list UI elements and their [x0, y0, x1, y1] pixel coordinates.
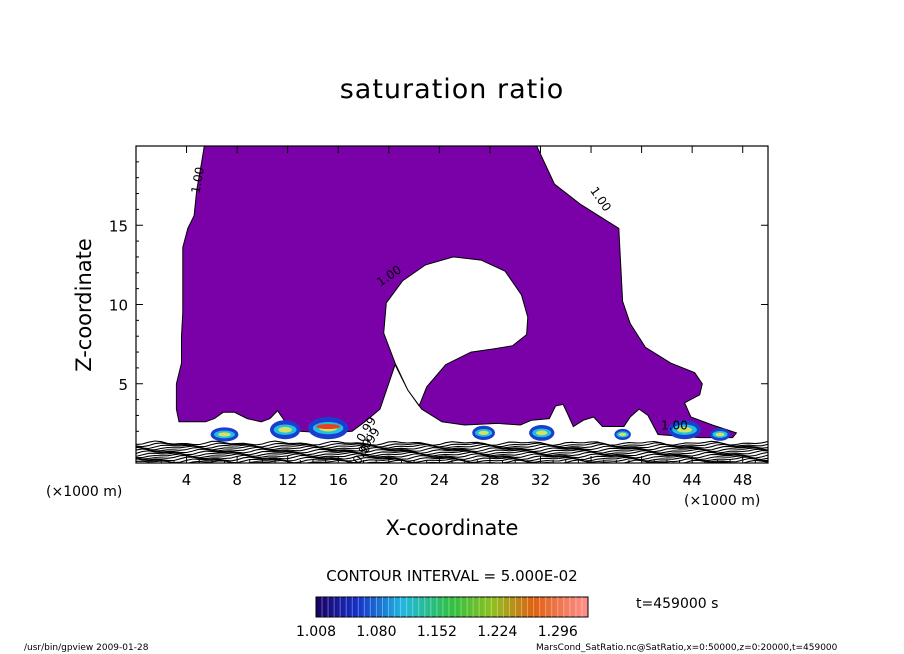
contour-line	[136, 443, 768, 450]
contour-line	[136, 448, 768, 454]
x-unit-label-left: (×1000 m)	[46, 484, 123, 500]
x-tick-label: 12	[278, 471, 297, 489]
contour-line	[136, 457, 768, 463]
supersaturation-peak	[536, 430, 548, 436]
contour-line	[136, 440, 768, 446]
colorbar-tick-label: 1.224	[477, 624, 517, 640]
contour-interval-label: CONTOUR INTERVAL = 5.000E-02	[326, 567, 578, 585]
supersaturation-peak	[715, 432, 725, 437]
x-tick-label: 44	[683, 471, 702, 489]
y-tick-label: 10	[109, 297, 128, 315]
x-tick-label: 16	[329, 471, 348, 489]
x-tick-label: 24	[430, 471, 449, 489]
footer-command: /usr/bin/gpview 2009-01-28	[24, 643, 149, 653]
x-tick-label: 40	[632, 471, 651, 489]
contour-line	[136, 449, 768, 456]
x-tick-label: 8	[232, 471, 242, 489]
chart-title: saturation ratio	[339, 74, 565, 105]
max-saturation-cell	[316, 424, 341, 430]
supersaturation-peak	[218, 432, 231, 437]
x-tick-label: 48	[733, 471, 752, 489]
x-tick-label: 28	[480, 471, 499, 489]
supersaturation-peak	[278, 426, 292, 433]
x-tick-label: 4	[182, 471, 192, 489]
colorbar-tick-label: 1.296	[538, 624, 578, 640]
x-unit-label-right: (×1000 m)	[684, 493, 761, 509]
x-tick-label: 32	[531, 471, 550, 489]
contour-line	[136, 446, 768, 453]
contour-value-label: 1.00	[587, 184, 614, 214]
saturated-region	[175, 146, 738, 439]
contour-value-label: 1.00	[661, 419, 688, 433]
footer-source: MarsCond_SatRatio.nc@SatRatio,x=0:50000,…	[536, 643, 838, 653]
x-tick-label: 20	[379, 471, 398, 489]
supersaturation-peak	[677, 426, 692, 433]
time-label: t=459000 s	[636, 596, 719, 612]
x-axis-label: X-coordinate	[385, 516, 519, 540]
y-tick-label: 5	[118, 376, 128, 394]
contour-line	[136, 445, 768, 451]
supersaturation-peak	[618, 432, 627, 437]
colorbar	[315, 596, 589, 618]
colorbar-tick-label: 1.080	[356, 624, 396, 640]
x-tick-label: 36	[581, 471, 600, 489]
y-tick-label: 15	[109, 217, 128, 235]
colorbar-tick-label: 1.152	[417, 624, 457, 640]
contour-line	[136, 454, 768, 461]
contour-value-label: 1.00	[189, 166, 207, 195]
colorbar-tick-label: 1.008	[296, 624, 336, 640]
supersaturation-peak	[478, 430, 489, 436]
